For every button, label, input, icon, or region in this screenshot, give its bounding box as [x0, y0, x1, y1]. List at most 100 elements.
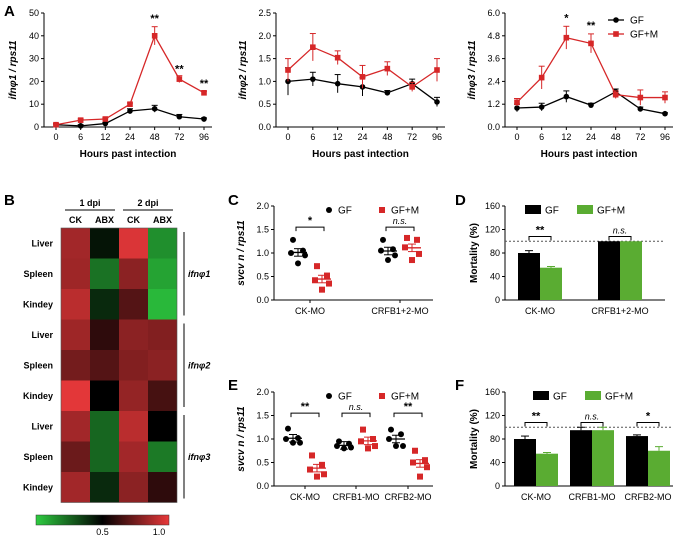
significance-bracket — [393, 412, 423, 418]
data-point-gf — [310, 76, 316, 82]
scatter-point-gf — [295, 260, 301, 267]
data-point-gf — [102, 120, 109, 127]
significance-bracket — [290, 412, 320, 418]
colorbar-tick-label: 1.0 — [153, 527, 166, 537]
y-tick-label: 1.5 — [258, 54, 271, 64]
scatter-point-gfm — [370, 436, 376, 442]
y-tick-label: 6.0 — [487, 8, 500, 18]
y-tick-label: 120 — [485, 411, 500, 421]
x-tick-label: 12 — [100, 132, 110, 142]
heatmap-row-label: Kindey — [23, 391, 53, 401]
legend-label-gfm: GF+M — [597, 206, 625, 217]
heatmap-row-label: Liver — [31, 238, 53, 248]
heatmap-cell — [119, 441, 148, 472]
heatmap-cell — [61, 228, 90, 259]
y-axis-label: svcv n / rps11 — [236, 406, 247, 472]
y-tick-label: 0.0 — [258, 122, 271, 132]
legend-label-gfm: GF+M — [605, 392, 633, 403]
data-point-gfm — [588, 40, 594, 47]
heatmap-cell — [90, 350, 119, 381]
legend-marker-gf — [613, 17, 619, 23]
heatmap-cell — [148, 319, 177, 350]
y-tick-label: 80 — [490, 248, 500, 258]
x-tick-label: 72 — [407, 132, 417, 142]
significance-label: * — [564, 13, 569, 25]
legend-marker-gf — [326, 207, 332, 213]
heatmap-cell — [90, 472, 119, 503]
legend-swatch-gfm — [577, 205, 593, 214]
heatmap-cell — [61, 441, 90, 472]
scatter-point-gf — [290, 439, 296, 446]
significance-bracket — [528, 236, 552, 241]
data-point-gf — [151, 105, 158, 112]
x-tick-label: 72 — [174, 132, 184, 142]
y-tick-label: 2.0 — [258, 31, 271, 41]
x-tick-label: 96 — [432, 132, 442, 142]
row-group-label: ifnφ2 — [188, 360, 210, 370]
heatmap-cell — [61, 350, 90, 381]
y-tick-label: 50 — [29, 8, 39, 18]
x-axis-label: Hours past intection — [312, 149, 409, 160]
scatter-point-gfm — [410, 459, 416, 466]
y-axis-label: svcv n / rps11 — [236, 220, 247, 286]
scatter-point-gfm — [365, 445, 371, 452]
significance-label: ** — [200, 78, 209, 90]
heatmap-cell — [119, 258, 148, 289]
row-group-label: ifnφ3 — [188, 452, 210, 462]
bar-gfm — [536, 453, 558, 486]
heatmap-cell — [90, 319, 119, 350]
x-axis-label: Hours past intection — [541, 149, 638, 160]
y-tick-label: 1.2 — [487, 99, 500, 109]
heatmap-cell — [119, 350, 148, 381]
y-tick-label: 0.5 — [256, 458, 269, 468]
scatter-point-gfm — [416, 250, 422, 257]
scatter-point-gf — [302, 252, 308, 259]
heatmap-column-label: ABX — [153, 215, 172, 225]
data-point-gfm — [285, 67, 291, 73]
heatmap-column-label: ABX — [95, 215, 114, 225]
data-point-gf — [434, 99, 440, 105]
legend-label-gf: GF — [553, 392, 567, 403]
heatmap-row-label: Kindey — [23, 299, 53, 309]
legend-label-gf: GF — [338, 206, 352, 217]
x-group-label: CK-MO — [295, 306, 325, 316]
x-tick-label: 12 — [561, 132, 571, 142]
data-point-gf — [588, 102, 594, 108]
x-tick-label: 24 — [357, 132, 367, 142]
bar-gfm — [620, 241, 642, 300]
ns-label: n.s. — [585, 412, 600, 422]
scatter-point-gf — [334, 443, 340, 450]
y-tick-label: 0.5 — [256, 272, 269, 282]
chart-layer: 0 10 20 30 40 50 0 6 12 24 48 72 96 Hours past intect… — [8, 8, 673, 537]
y-tick-label: 30 — [29, 54, 39, 64]
heatmap-cell — [148, 289, 177, 320]
x-tick-label: 72 — [635, 132, 645, 142]
data-point-gfm — [359, 74, 366, 80]
data-point-gf — [514, 105, 520, 111]
scatter-point-gfm — [417, 473, 423, 480]
data-point-gfm — [637, 94, 644, 101]
heatmap-cell — [119, 228, 148, 259]
legend-swatch-gfm — [585, 391, 601, 400]
x-group-label: CRFB1+2-MO — [371, 306, 428, 316]
y-axis-label: ifnφ2 / rps11 — [238, 40, 249, 100]
x-category-label: CRFB2-MO — [625, 492, 672, 502]
data-point-gfm — [53, 121, 59, 128]
heatmap-cell — [148, 258, 177, 289]
y-axis-label: ifnφ1 / rps11 — [8, 40, 19, 100]
x-tick-label: 48 — [382, 132, 392, 142]
significance-bracket — [385, 226, 415, 232]
scatter-point-gf — [385, 257, 391, 264]
bar-gf — [626, 436, 648, 486]
data-point-gfm — [384, 65, 391, 72]
scatter-point-gf — [336, 438, 342, 445]
heatmap-row-label: Liver — [31, 421, 53, 431]
heatmap-cell — [61, 411, 90, 442]
scatter-point-gf — [400, 443, 406, 450]
bar-gfm — [648, 450, 670, 486]
panel-label-d: D — [455, 192, 466, 209]
legend-marker-gfm — [613, 31, 619, 37]
data-point-gf — [662, 110, 668, 117]
data-point-gf — [334, 80, 341, 87]
